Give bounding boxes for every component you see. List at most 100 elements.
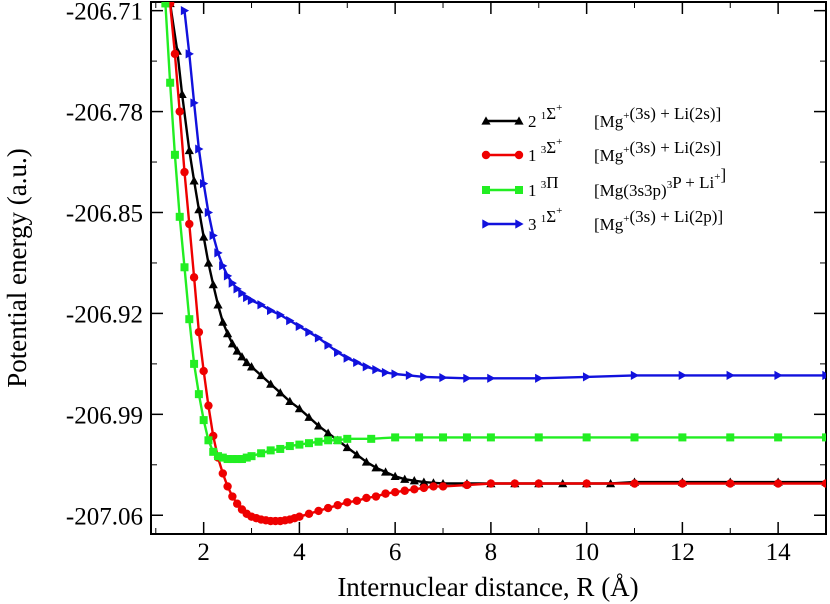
data-point: [199, 366, 208, 376]
data-point: [185, 219, 194, 229]
series-2: [165, 2, 826, 526]
legend-swatch-marker: [514, 116, 524, 125]
data-point: [333, 500, 342, 510]
legend-swatch-marker: [482, 186, 490, 194]
data-point: [257, 449, 266, 458]
data-point: [294, 403, 305, 413]
data-point: [266, 446, 275, 455]
data-point: [420, 372, 429, 382]
data-point: [486, 433, 495, 442]
data-point: [208, 279, 218, 289]
data-point: [223, 455, 232, 464]
data-point: [429, 482, 438, 491]
data-point: [510, 479, 520, 488]
legend-swatch-marker: [515, 186, 523, 194]
data-point: [175, 107, 184, 116]
data-point: [361, 457, 372, 466]
x-tick-label: 2: [197, 539, 210, 566]
series-line: [164, 3, 826, 461]
data-point: [276, 444, 285, 453]
data-point: [199, 232, 209, 241]
data-point: [177, 89, 187, 98]
data-point: [774, 370, 783, 381]
data-point: [246, 362, 257, 371]
data-point: [218, 453, 227, 462]
data-point: [247, 295, 257, 306]
data-point: [534, 433, 543, 442]
data-point: [630, 370, 640, 381]
data-point: [419, 483, 429, 493]
data-point: [462, 433, 471, 442]
data-point: [439, 433, 448, 442]
data-point: [276, 310, 285, 320]
data-point: [405, 370, 415, 381]
data-point: [275, 388, 285, 397]
data-point: [367, 434, 376, 443]
data-point: [285, 396, 295, 406]
data-point: [214, 452, 223, 461]
data-point: [228, 492, 237, 501]
legend-state: [Mg+(3s) + Li(2p)]: [594, 207, 723, 234]
data-point: [232, 346, 242, 355]
legend-entry-1: 2 1Σ+ [Mg+(3s) + Li(2s)]: [481, 102, 721, 131]
x-tick-label: 4: [293, 539, 306, 566]
data-point: [362, 362, 372, 372]
data-point: [726, 479, 735, 488]
data-point: [209, 230, 218, 241]
legend-swatch-marker: [515, 219, 524, 229]
data-point: [400, 486, 409, 495]
x-tick-label: 12: [670, 539, 695, 566]
data-point: [462, 480, 472, 490]
data-point: [391, 369, 400, 379]
legend-entry-2: 1 3Σ+ [Mg+(3s) + Li(2s)]: [481, 136, 721, 165]
data-point: [324, 436, 333, 445]
data-point: [371, 463, 381, 472]
data-point: [233, 284, 242, 294]
series-3: [161, 2, 826, 464]
data-point: [324, 340, 333, 350]
y-tick-label: -206.85: [66, 200, 143, 227]
legend-swatch-marker: [514, 150, 524, 160]
data-point: [194, 327, 204, 337]
data-point: [242, 453, 251, 462]
data-point: [323, 428, 333, 437]
x-tick-label: 14: [766, 539, 792, 566]
data-point: [223, 482, 232, 491]
data-point: [203, 258, 214, 267]
data-point: [247, 452, 256, 461]
data-point: [266, 379, 276, 388]
legend-entry-3: 1 3Π [Mg(3s3p)3P + Li+]: [482, 165, 726, 200]
data-point: [381, 489, 390, 498]
data-point: [821, 479, 826, 488]
data-point: [380, 467, 391, 476]
data-point: [352, 450, 362, 459]
x-tick-label: 6: [389, 539, 402, 566]
plot-frame: [150, 1, 827, 535]
data-point: [304, 412, 314, 421]
series-line: [168, 3, 826, 485]
data-point: [313, 421, 324, 430]
data-point: [391, 433, 400, 442]
legend-swatch-marker: [481, 116, 491, 125]
data-point: [323, 503, 333, 513]
data-point: [223, 271, 233, 281]
data-point: [774, 433, 783, 442]
data-point: [535, 373, 544, 383]
data-point: [199, 416, 208, 425]
data-point: [222, 328, 233, 338]
data-point: [381, 367, 391, 378]
data-point: [295, 512, 304, 521]
data-point: [400, 474, 410, 483]
data-point: [486, 479, 496, 488]
data-point: [204, 436, 213, 445]
data-point: [582, 479, 591, 488]
data-point: [582, 433, 591, 442]
data-point: [726, 370, 735, 381]
data-point: [822, 370, 826, 381]
data-point: [534, 479, 543, 488]
y-tick-label: -207.06: [66, 503, 143, 530]
data-point: [410, 485, 419, 494]
data-point: [184, 145, 194, 155]
data-point: [487, 373, 496, 383]
data-point: [267, 305, 276, 316]
